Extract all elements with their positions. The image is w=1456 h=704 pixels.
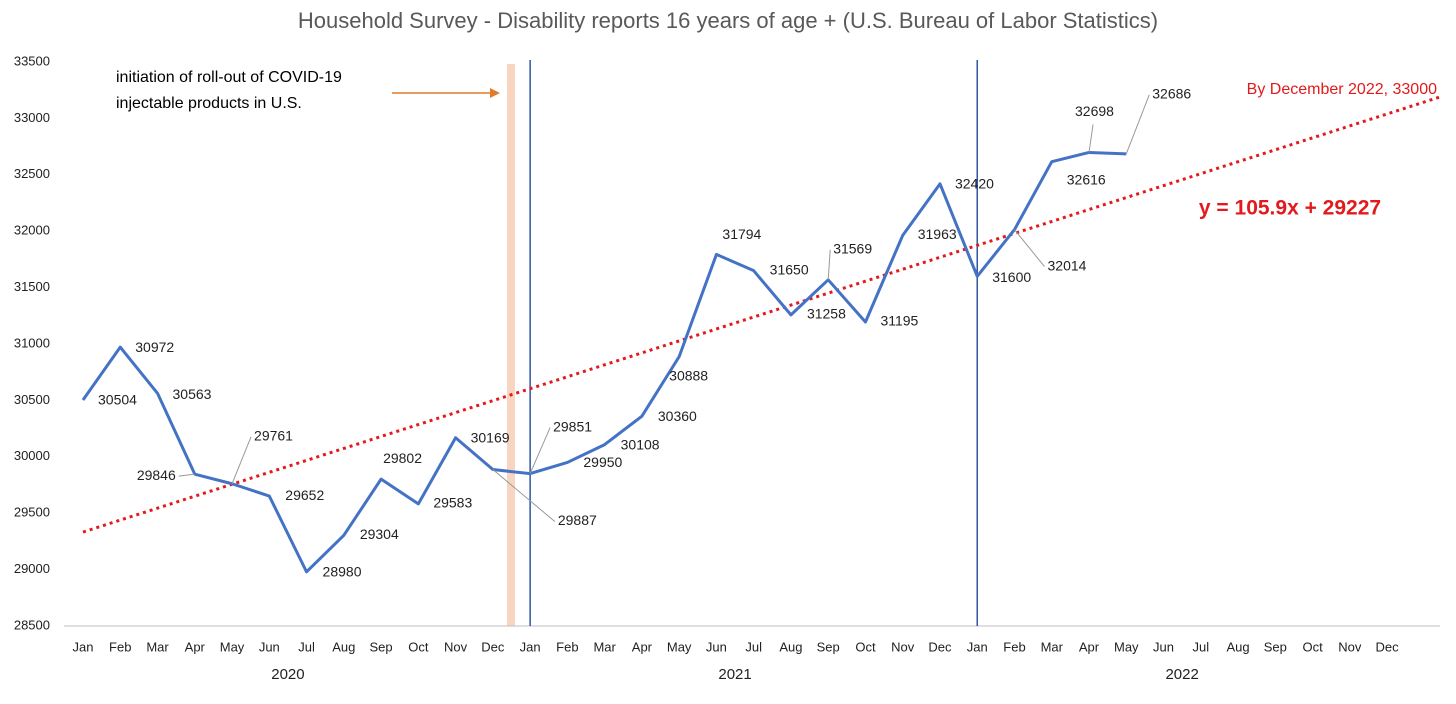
annotation: By December 2022, 33000 <box>1247 81 1437 98</box>
x-tick-label: Aug <box>779 639 802 654</box>
y-tick-label: 30000 <box>14 448 50 463</box>
x-tick-label: Jan <box>520 639 541 654</box>
year-label: 2020 <box>271 666 304 683</box>
label-leader <box>1088 124 1094 153</box>
x-tick-label: Aug <box>1226 639 1249 654</box>
data-label: 29846 <box>137 467 176 483</box>
data-label: 29583 <box>433 495 472 511</box>
label-leader <box>1014 229 1045 267</box>
x-tick-label: Feb <box>109 639 131 654</box>
x-tick-label: Dec <box>928 639 952 654</box>
x-tick-label: Jul <box>745 639 762 654</box>
data-label: 29851 <box>553 418 592 434</box>
annotation: injectable products in U.S. <box>116 95 302 112</box>
x-tick-label: Apr <box>632 639 653 654</box>
label-leader <box>529 427 551 474</box>
label-leader <box>492 469 556 522</box>
x-tick-label: Apr <box>185 639 206 654</box>
label-leader <box>827 249 831 280</box>
x-tick-label: Jun <box>706 639 727 654</box>
data-label: 30888 <box>669 367 708 383</box>
data-label: 31963 <box>918 226 957 242</box>
year-label: 2022 <box>1165 666 1198 683</box>
x-tick-label: May <box>667 639 692 654</box>
x-tick-label: Jan <box>73 639 94 654</box>
x-tick-label: Dec <box>481 639 505 654</box>
x-tick-label: Oct <box>408 639 429 654</box>
x-tick-label: Jul <box>1192 639 1209 654</box>
data-label: 31258 <box>807 306 846 322</box>
x-tick-label: Nov <box>444 639 468 654</box>
data-label: 31569 <box>833 241 872 257</box>
label-leader <box>231 436 252 484</box>
y-tick-label: 29500 <box>14 505 50 520</box>
y-tick-label: 31500 <box>14 279 50 294</box>
data-label: 30972 <box>135 339 174 355</box>
x-tick-label: May <box>1114 639 1139 654</box>
x-tick-label: May <box>220 639 245 654</box>
data-label: 30360 <box>658 408 697 424</box>
x-tick-label: Sep <box>817 639 840 654</box>
y-tick-label: 32000 <box>14 223 50 238</box>
x-tick-label: Jan <box>967 639 988 654</box>
x-tick-label: Apr <box>1079 639 1100 654</box>
x-tick-label: Jun <box>259 639 280 654</box>
annotation: initiation of roll-out of COVID-19 <box>116 69 342 86</box>
y-tick-label: 33500 <box>14 53 50 68</box>
x-tick-label: Feb <box>556 639 578 654</box>
year-label: 2021 <box>718 666 751 683</box>
data-label: 28980 <box>323 564 362 580</box>
y-tick-label: 32500 <box>14 166 50 181</box>
data-label: 32420 <box>955 176 994 192</box>
data-label: 31195 <box>880 313 918 329</box>
x-tick-label: Nov <box>1338 639 1362 654</box>
data-label: 31650 <box>770 261 809 277</box>
x-tick-label: Sep <box>1264 639 1287 654</box>
x-tick-label: Mar <box>593 639 616 654</box>
data-label: 29652 <box>285 487 324 503</box>
data-label: 32686 <box>1152 86 1191 102</box>
rollout-band <box>507 64 515 626</box>
data-label: 29887 <box>558 512 597 528</box>
data-label: 30504 <box>98 392 137 408</box>
chart-title: Household Survey - Disability reports 16… <box>298 8 1158 33</box>
arrow-head <box>490 88 500 98</box>
data-label: 30169 <box>471 429 510 445</box>
y-tick-label: 30500 <box>14 392 50 407</box>
trendline-label: y = 105.9x + 29227 <box>1199 197 1381 220</box>
label-leader <box>1125 94 1150 155</box>
y-tick-label: 29000 <box>14 561 50 576</box>
label-leader <box>178 473 195 477</box>
data-label: 29950 <box>583 454 622 470</box>
x-tick-label: Oct <box>855 639 876 654</box>
data-label: 29304 <box>360 526 399 542</box>
x-tick-label: Aug <box>332 639 355 654</box>
y-tick-label: 31000 <box>14 335 50 350</box>
x-tick-label: Jul <box>298 639 315 654</box>
data-label: 31600 <box>992 269 1031 285</box>
data-label: 30108 <box>621 436 660 452</box>
x-tick-label: Mar <box>146 639 169 654</box>
data-label: 29761 <box>254 427 293 443</box>
trendline <box>82 95 1441 534</box>
y-tick-label: 33000 <box>14 110 50 125</box>
data-label: 29802 <box>383 450 422 466</box>
data-label: 32014 <box>1048 257 1087 273</box>
data-label: 32616 <box>1067 171 1106 187</box>
data-label: 32698 <box>1075 103 1114 119</box>
x-tick-label: Dec <box>1376 639 1400 654</box>
x-tick-label: Mar <box>1041 639 1064 654</box>
y-tick-label: 28500 <box>14 617 50 632</box>
series-line <box>81 150 1127 574</box>
data-label: 31794 <box>722 226 761 242</box>
data-label: 30563 <box>173 386 212 402</box>
x-tick-label: Jun <box>1153 639 1174 654</box>
x-tick-label: Feb <box>1003 639 1025 654</box>
x-tick-label: Oct <box>1302 639 1323 654</box>
x-tick-label: Sep <box>370 639 393 654</box>
x-tick-label: Nov <box>891 639 915 654</box>
